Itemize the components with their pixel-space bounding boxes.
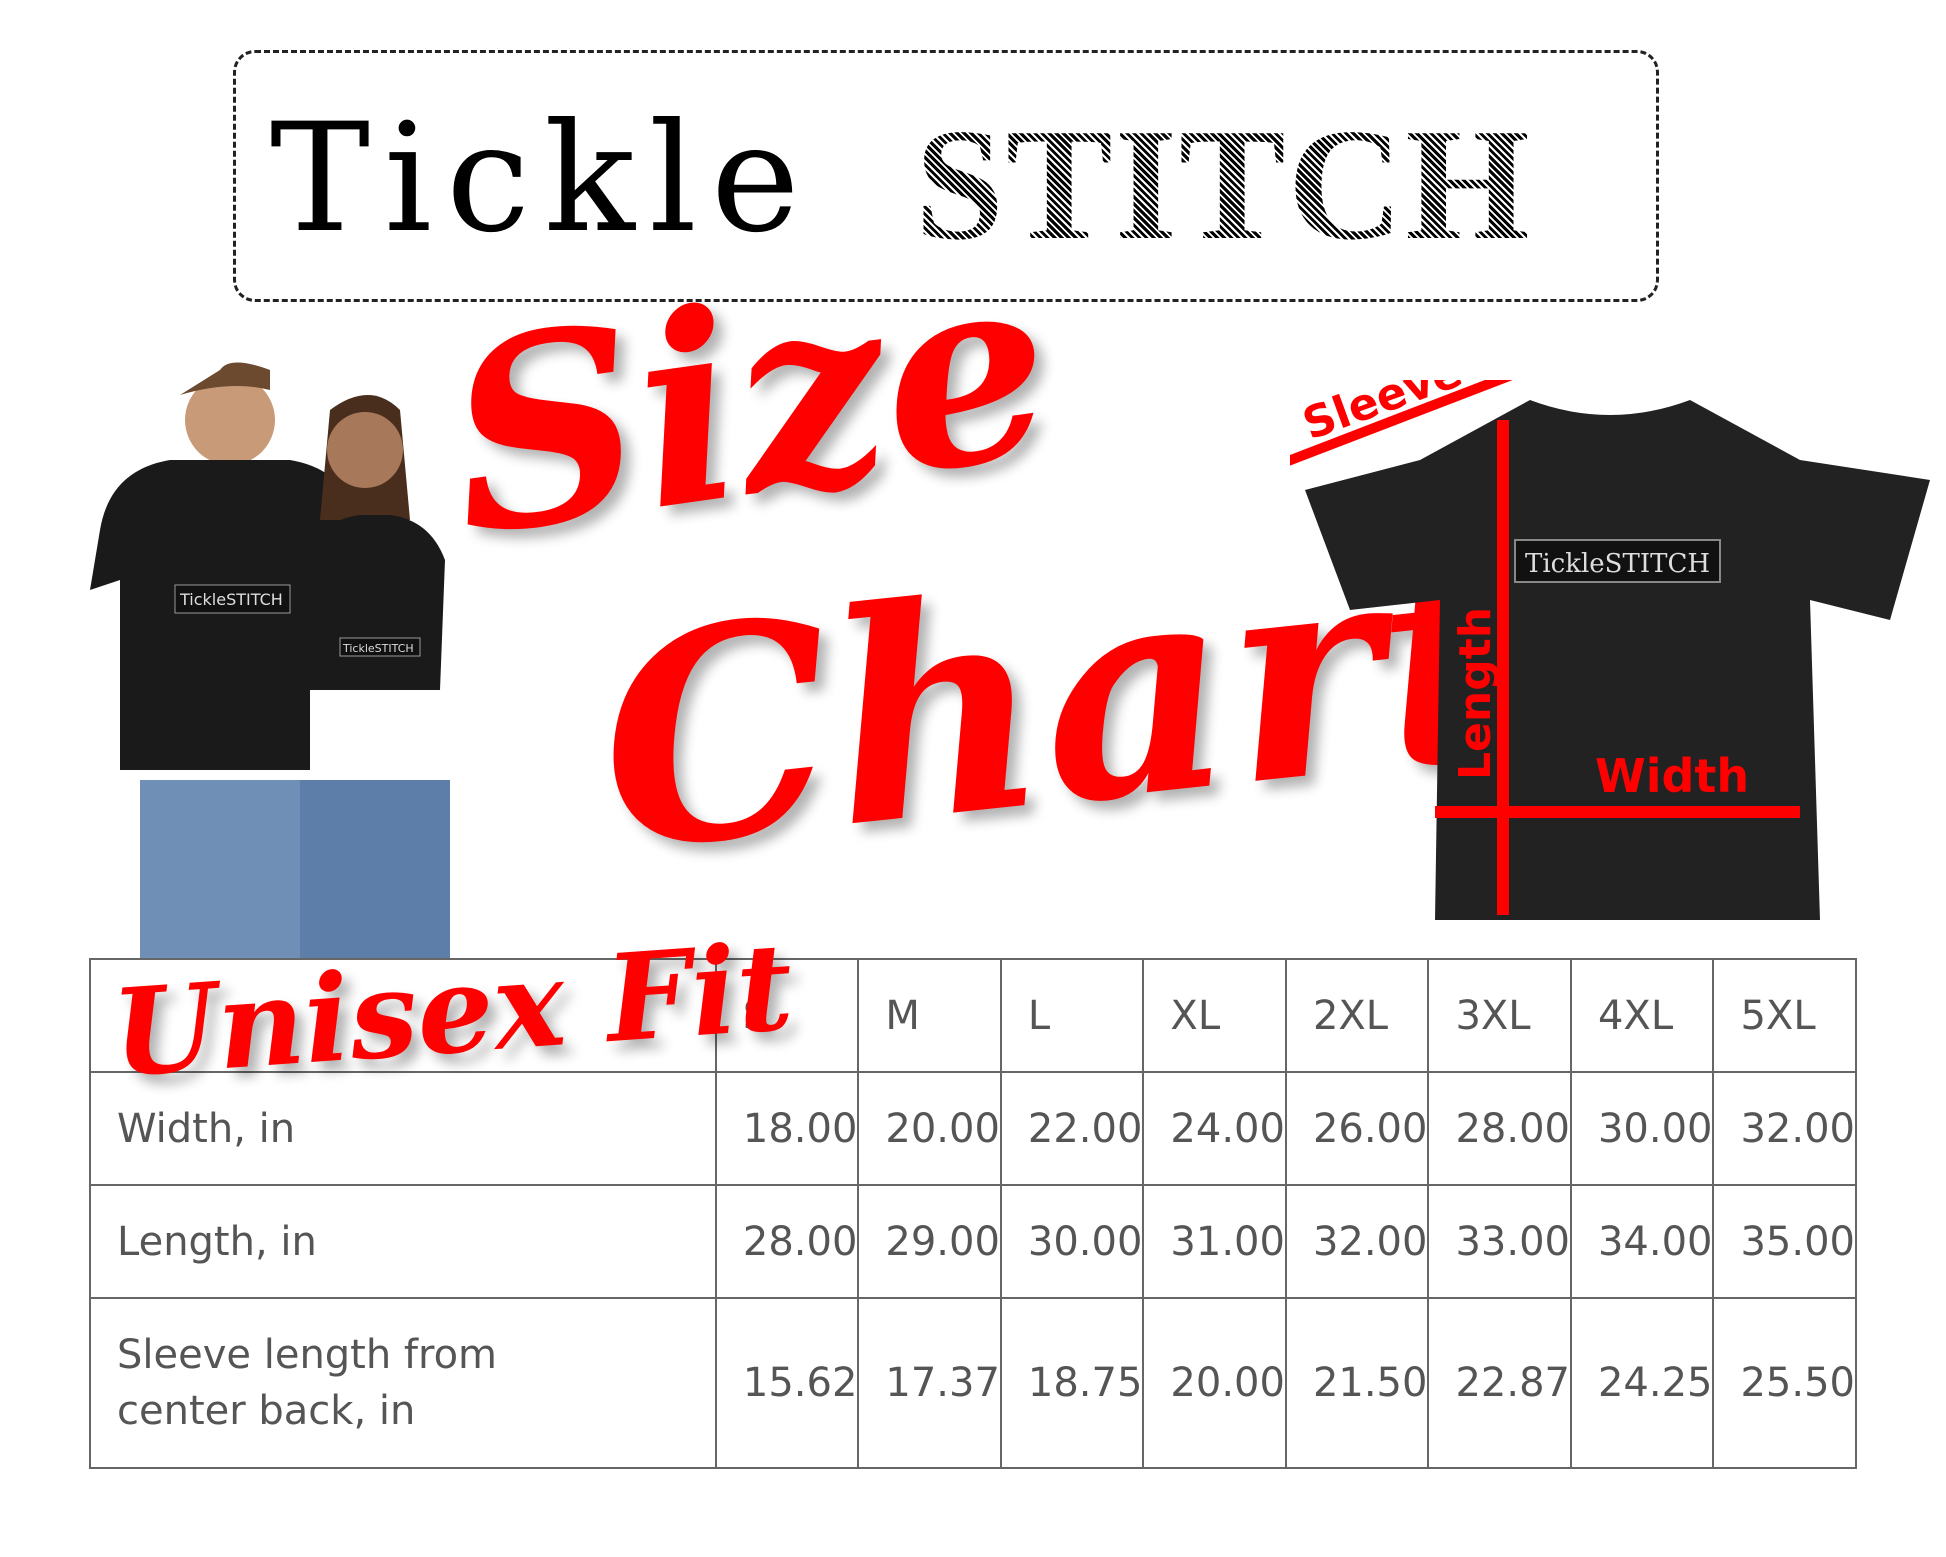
logo-text-tickle: Tickle: [270, 92, 814, 266]
logo-text-stitch: STITCH: [915, 92, 1532, 277]
table-row: Sleeve length from center back, in 15.62…: [89, 1297, 1857, 1469]
size-header: L: [999, 958, 1145, 1073]
row-label: Width, in: [89, 1071, 717, 1186]
logo-frame: [233, 50, 1659, 302]
cell: 18.00: [714, 1071, 860, 1186]
cell: 30.00: [999, 1184, 1145, 1299]
cell: 20.00: [1142, 1297, 1287, 1469]
row-label: Length, in: [89, 1184, 717, 1299]
shirt-logo: TickleSTITCH: [1525, 549, 1710, 579]
size-header: 2XL: [1284, 958, 1430, 1073]
woman-shirt-print: TickleSTITCH: [342, 642, 414, 655]
woman: TickleSTITCH: [290, 395, 450, 960]
cell: 28.00: [1427, 1071, 1572, 1186]
cell: 22.87: [1427, 1297, 1572, 1469]
sleeve-label: Sleeve: [1296, 380, 1468, 450]
cell: 18.75: [999, 1297, 1145, 1469]
size-header: S: [714, 958, 860, 1073]
cell: 24.25: [1569, 1297, 1715, 1469]
cell: 29.00: [857, 1184, 1002, 1299]
size-table: S M L XL 2XL 3XL 4XL 5XL Width, in 18.00…: [89, 958, 1857, 1469]
cell: 32.00: [1712, 1071, 1857, 1186]
cell: 33.00: [1427, 1184, 1572, 1299]
size-header-row: S M L XL 2XL 3XL 4XL 5XL: [89, 958, 1857, 1073]
table-row: Length, in 28.00 29.00 30.00 31.00 32.00…: [89, 1184, 1857, 1299]
size-header: 5XL: [1712, 958, 1857, 1073]
table-row: Width, in 18.00 20.00 22.00 24.00 26.00 …: [89, 1071, 1857, 1186]
cell: 28.00: [714, 1184, 860, 1299]
width-label: Width: [1595, 749, 1749, 803]
sleeve-measure-line: [1290, 380, 1513, 466]
cell: 24.00: [1142, 1071, 1287, 1186]
size-header: 3XL: [1427, 958, 1572, 1073]
cell: 31.00: [1142, 1184, 1287, 1299]
tshirt-shape: [1305, 400, 1930, 920]
length-label: Length: [1450, 607, 1501, 780]
corner-cell: [89, 958, 717, 1073]
cell: 22.00: [999, 1071, 1145, 1186]
cell: 34.00: [1569, 1184, 1715, 1299]
models-photo: TickleSTITCH TickleSTITCH: [90, 362, 450, 960]
man: TickleSTITCH: [90, 362, 360, 960]
cell: 32.00: [1284, 1184, 1430, 1299]
size-header: XL: [1142, 958, 1287, 1073]
cell: 17.37: [857, 1297, 1002, 1469]
size-header: M: [857, 958, 1002, 1073]
man-shirt-print: TickleSTITCH: [179, 590, 283, 609]
cell: 26.00: [1284, 1071, 1430, 1186]
cell: 21.50: [1284, 1297, 1430, 1469]
cell: 30.00: [1569, 1071, 1715, 1186]
row-label: Sleeve length from center back, in: [89, 1297, 717, 1469]
shirt-diagram: TickleSTITCH Sleeve Length Width: [1290, 380, 1930, 920]
cell: 20.00: [857, 1071, 1002, 1186]
cell: 35.00: [1712, 1184, 1857, 1299]
size-header: 4XL: [1569, 958, 1715, 1073]
cell: 25.50: [1712, 1297, 1857, 1469]
cell: 15.62: [714, 1297, 860, 1469]
